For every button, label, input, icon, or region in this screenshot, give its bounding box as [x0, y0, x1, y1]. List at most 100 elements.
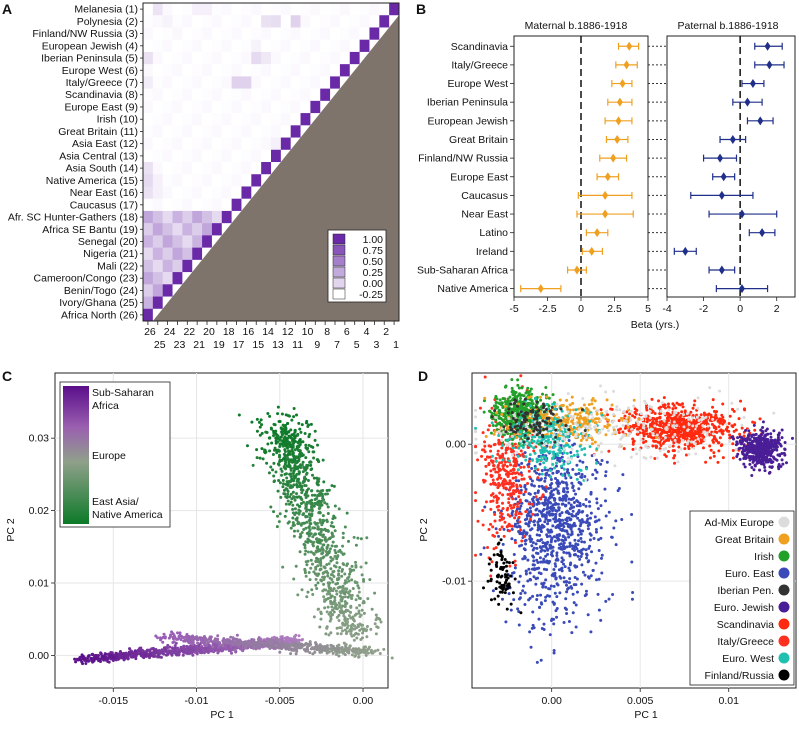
heatmap-cell — [310, 52, 320, 64]
d-data-point — [569, 518, 572, 521]
c-data-point — [317, 572, 320, 575]
c-data-point — [327, 606, 330, 609]
c-data-point — [358, 591, 361, 594]
d-data-point — [580, 563, 583, 566]
heatmap-cell — [182, 76, 192, 88]
maternal-estimate-point — [589, 247, 595, 256]
d-data-point — [653, 440, 656, 443]
d-data-point — [480, 455, 483, 458]
c-data-point — [289, 443, 292, 446]
d-data-point — [546, 553, 549, 556]
c-data-point — [259, 434, 262, 437]
d-data-point — [711, 406, 714, 409]
d-data-point — [668, 434, 671, 437]
d-data-point — [725, 428, 728, 431]
heatmap-cell — [153, 186, 163, 198]
d-data-point — [547, 531, 550, 534]
c-legend-sub-saharan-line2: Africa — [92, 400, 119, 412]
c-data-point — [352, 634, 355, 637]
d-data-point — [680, 410, 683, 413]
d-data-point — [558, 482, 561, 485]
c-data-point — [123, 658, 126, 661]
d-data-point — [521, 589, 524, 592]
heatmap-cell — [163, 186, 173, 198]
heatmap-cell — [241, 150, 251, 162]
heatmap-cell — [232, 64, 242, 76]
c-data-point — [291, 444, 294, 447]
d-data-point — [540, 477, 543, 480]
d-data-point — [528, 470, 531, 473]
d-data-point — [538, 539, 541, 542]
d-data-point — [562, 495, 565, 498]
c-data-point — [337, 572, 340, 575]
heatmap-x-label-top: 24 — [164, 326, 176, 338]
d-data-point — [667, 450, 670, 453]
c-data-point — [357, 647, 360, 650]
d-data-point — [483, 546, 486, 549]
heatmap-cell — [163, 199, 173, 211]
c-data-point — [268, 642, 271, 645]
c-data-point — [309, 567, 312, 570]
c-data-point — [166, 653, 169, 656]
d-data-point — [590, 550, 593, 553]
d-data-point — [712, 451, 715, 454]
heatmap-cell — [163, 15, 173, 27]
d-data-point — [721, 403, 724, 406]
c-data-point — [211, 641, 214, 644]
d-data-point — [717, 449, 720, 452]
heatmap-cell — [212, 89, 222, 101]
c-data-point — [348, 590, 351, 593]
d-data-point — [667, 402, 670, 405]
heatmap-diagonal-cell — [241, 186, 251, 198]
d-data-point — [548, 535, 551, 538]
paternal-estimate-point — [744, 98, 750, 107]
c-data-point — [367, 647, 370, 650]
d-data-point — [530, 483, 533, 486]
heatmap-row-label: Europe West (6) — [62, 65, 138, 77]
d-data-point — [738, 433, 741, 436]
c-data-point — [262, 457, 265, 460]
c-data-point — [176, 638, 179, 641]
c-data-point — [144, 654, 147, 657]
heatmap-legend-label: -0.25 — [359, 289, 383, 301]
d-data-point — [550, 551, 553, 554]
d-data-point — [706, 427, 709, 430]
heatmap-legend-swatch — [333, 278, 345, 288]
heatmap-cell — [340, 40, 350, 52]
d-data-point — [531, 610, 534, 613]
d-data-point — [612, 527, 615, 530]
heatmap-cell — [143, 138, 153, 150]
heatmap-cell — [271, 89, 281, 101]
d-data-point — [633, 425, 636, 428]
d-data-point — [580, 583, 583, 586]
d-data-point — [708, 413, 711, 416]
c-data-point — [310, 468, 313, 471]
d-data-point — [702, 428, 705, 431]
c-data-point — [283, 441, 286, 444]
c-data-point — [317, 647, 320, 650]
c-data-point — [327, 505, 330, 508]
d-data-point — [566, 519, 569, 522]
heatmap-cell — [320, 76, 330, 88]
c-data-point — [296, 460, 299, 463]
c-data-point — [316, 545, 319, 548]
heatmap-x-label-bottom: 13 — [272, 339, 284, 351]
d-data-point — [518, 516, 521, 519]
c-data-point — [248, 641, 251, 644]
c-data-point — [182, 645, 185, 648]
c-data-point — [346, 512, 349, 515]
c-data-point — [229, 636, 232, 639]
c-data-point — [332, 652, 335, 655]
d-data-point — [716, 461, 719, 464]
c-data-point — [176, 631, 179, 634]
heatmap-cell — [192, 186, 202, 198]
heatmap-cell — [261, 76, 271, 88]
c-data-point — [331, 544, 334, 547]
d-data-point — [573, 583, 576, 586]
c-data-point — [282, 479, 285, 482]
c-data-point — [287, 490, 290, 493]
c-data-point — [292, 649, 295, 652]
c-data-point — [329, 587, 332, 590]
heatmap-cell — [340, 52, 350, 64]
heatmap-cell — [241, 174, 251, 186]
